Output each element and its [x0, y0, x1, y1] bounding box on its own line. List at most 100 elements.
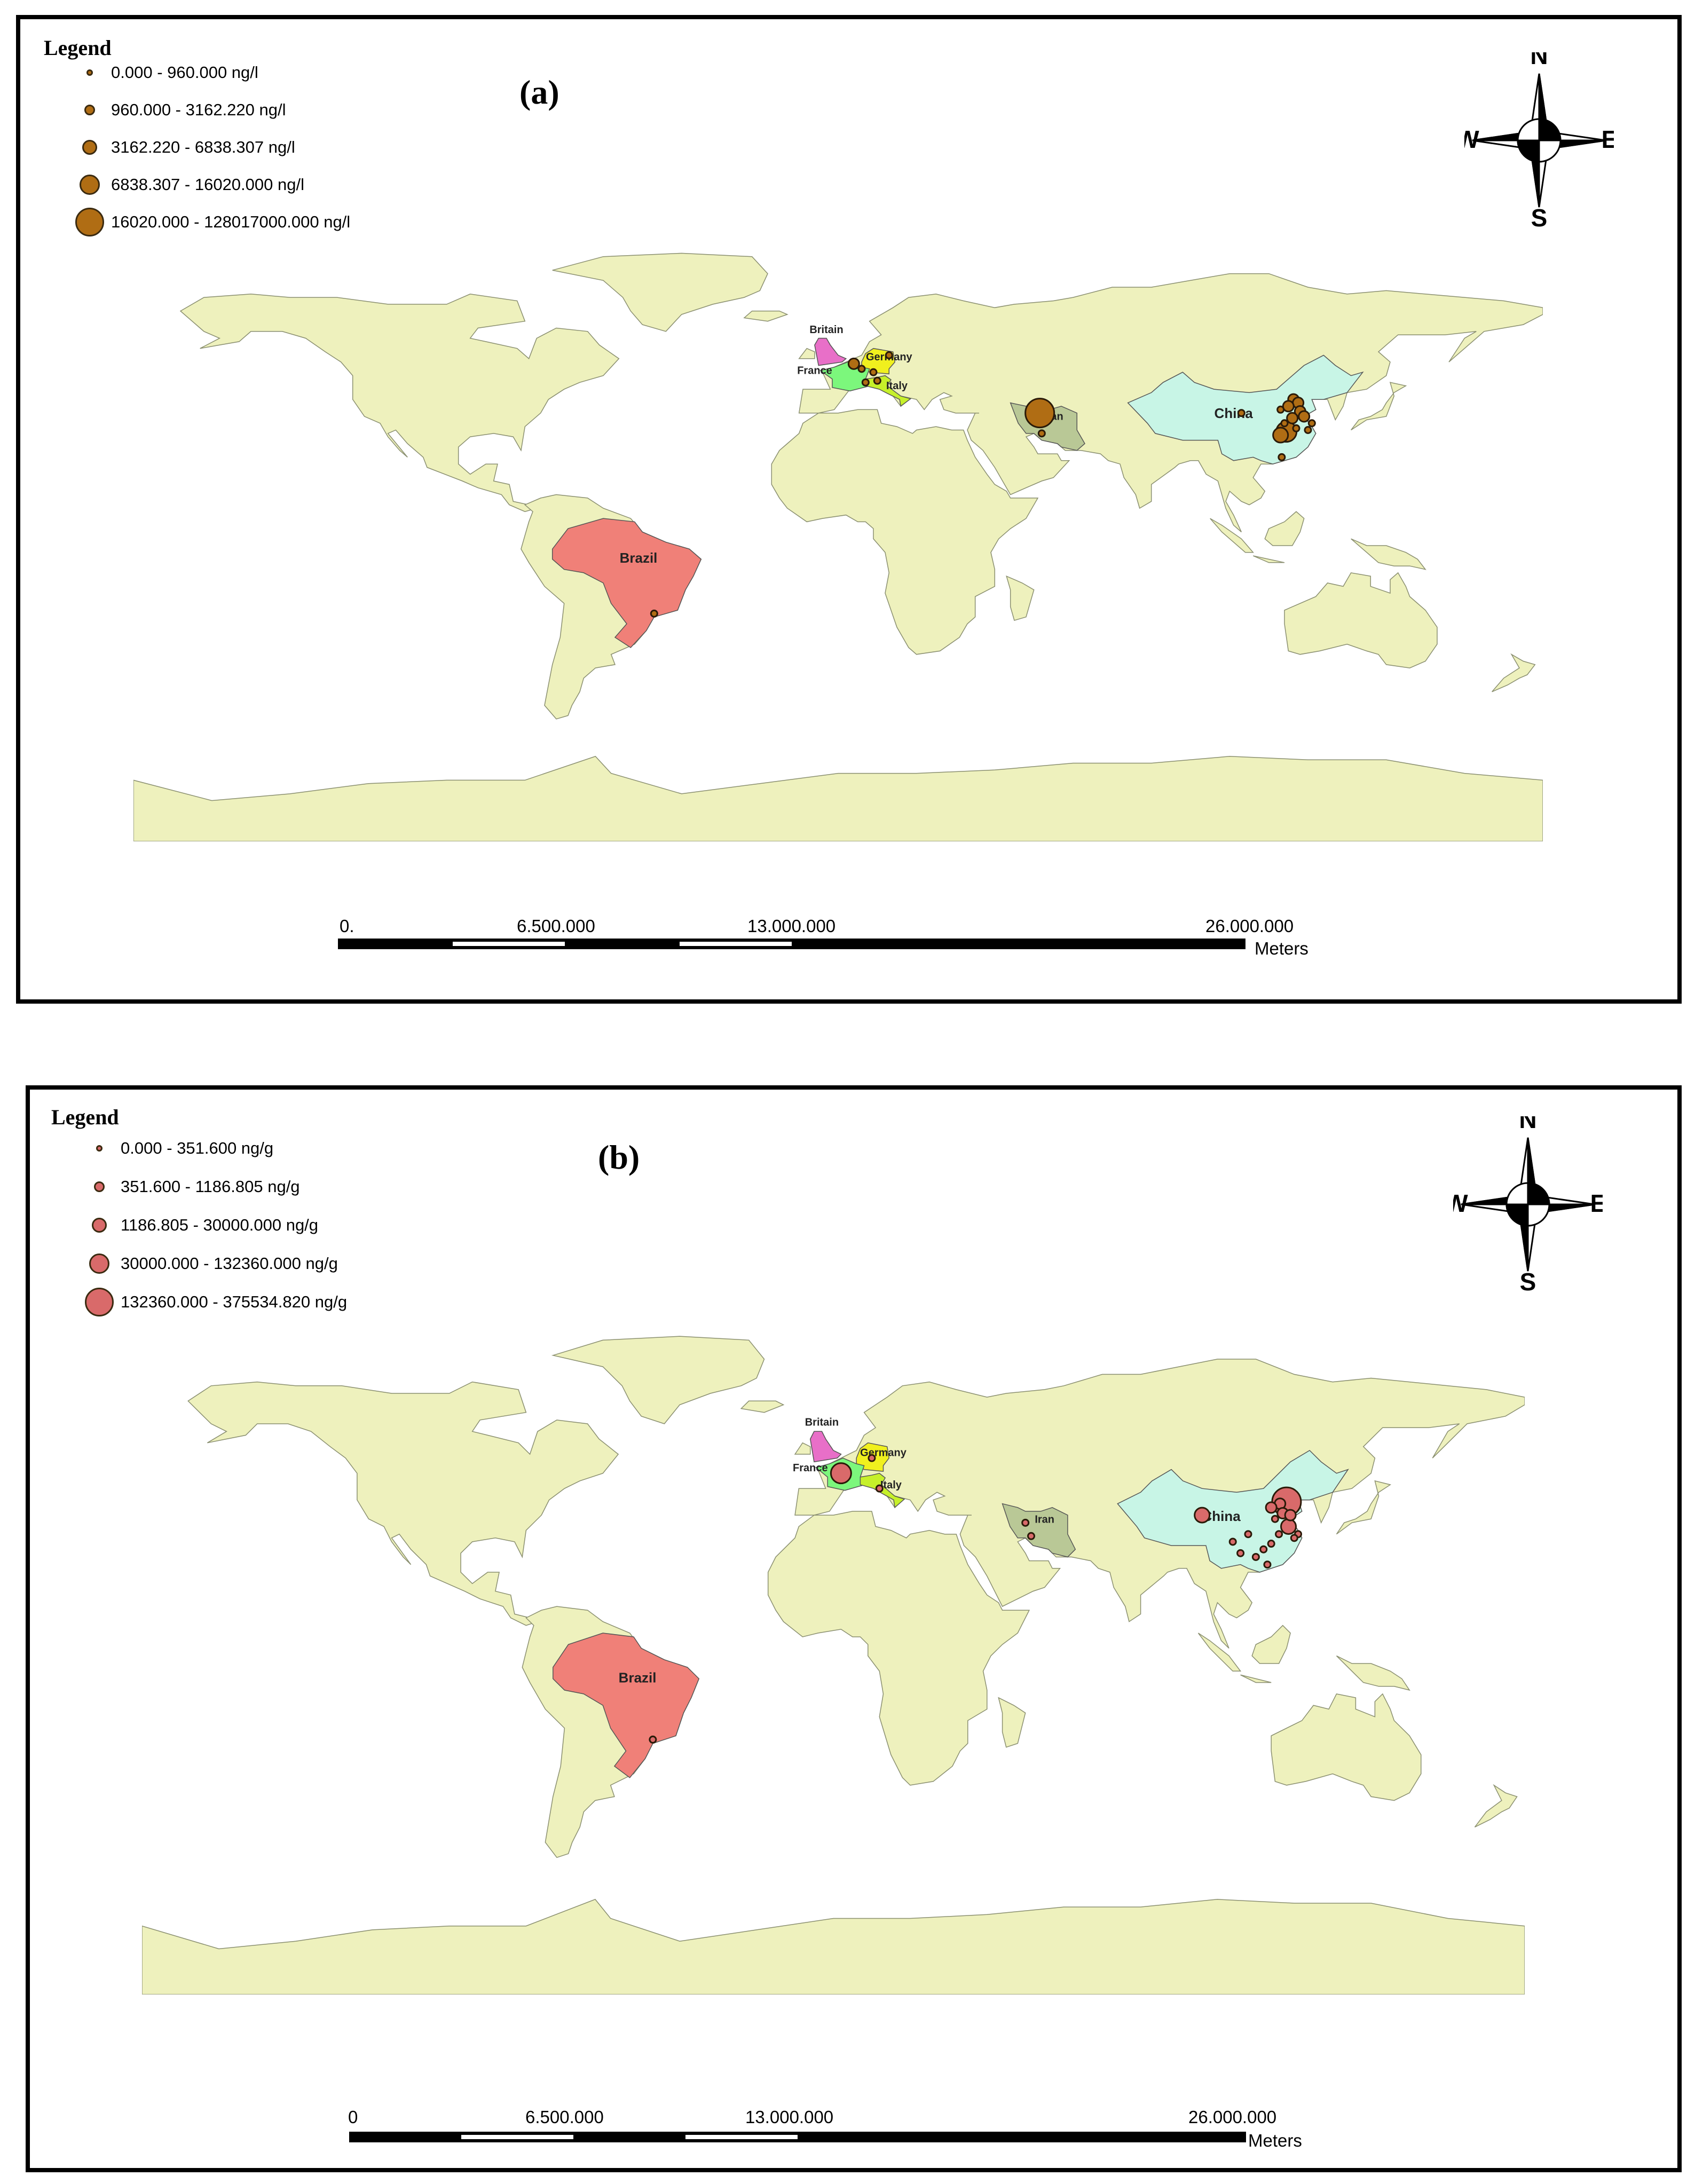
- scale-unit-label: Meters: [1255, 939, 1308, 958]
- scale-tick-label: 26.000.000: [1188, 2107, 1277, 2127]
- sample-site-marker: [1027, 1532, 1036, 1540]
- country-label: Brazil: [620, 550, 658, 566]
- country-label: Germany: [860, 1447, 907, 1459]
- country-label: China: [1215, 405, 1253, 421]
- sample-site-marker: [1284, 1509, 1297, 1521]
- landmass: [1336, 1655, 1410, 1691]
- legend-item-label: 6838.307 - 16020.000 ng/l: [111, 175, 304, 194]
- sample-site-marker: [847, 357, 860, 370]
- country-label: Italy: [886, 380, 908, 392]
- legend-symbol-icon: [75, 208, 104, 236]
- country-label: Britain: [805, 1417, 839, 1429]
- landmass: [1271, 1693, 1422, 1801]
- landmass: [1351, 382, 1407, 431]
- landmass: [740, 1400, 785, 1413]
- panel-label: (b): [598, 1138, 640, 1176]
- legend-symbol-icon: [84, 105, 95, 115]
- landmass: [1492, 653, 1536, 692]
- sample-site-marker: [869, 368, 878, 376]
- compass-letter: S: [1520, 1268, 1536, 1292]
- landmass: [187, 1381, 619, 1626]
- legend-symbol-icon: [80, 175, 100, 195]
- sample-site-marker: [1237, 409, 1245, 417]
- country-britain: [810, 1431, 842, 1463]
- country-britain: [814, 337, 847, 366]
- landmass: [1210, 518, 1254, 553]
- sample-site-marker: [830, 1462, 852, 1485]
- sample-site-marker: [1280, 419, 1289, 428]
- scale-tick-label: 0: [348, 2107, 358, 2127]
- sample-site-marker: [1278, 453, 1286, 461]
- landmass: [767, 1511, 1030, 1786]
- country-label: Italy: [880, 1479, 902, 1491]
- sample-site-marker: [1267, 1540, 1275, 1548]
- legend-item-label: 0.000 - 960.000 ng/l: [111, 63, 258, 82]
- landmass: [998, 1697, 1026, 1748]
- legend-item-label: 1186.805 - 30000.000 ng/g: [121, 1216, 319, 1234]
- scale-tick-label: 6.500.000: [525, 2107, 604, 2127]
- landmass: [552, 253, 768, 332]
- sample-site-marker: [1021, 1518, 1030, 1527]
- compass-letter: W: [1464, 125, 1479, 153]
- scale-tick-label: 26.000.000: [1205, 916, 1294, 936]
- landmass: [1251, 1625, 1291, 1664]
- sample-site-marker: [868, 1454, 876, 1462]
- sample-site-marker: [1251, 1552, 1260, 1561]
- compass-letter: W: [1453, 1189, 1468, 1217]
- sample-site-marker: [885, 351, 893, 359]
- legend-item-label: 0.000 - 351.600 ng/g: [121, 1139, 274, 1157]
- sample-site-marker: [1194, 1507, 1211, 1524]
- legend-title: Legend: [44, 36, 112, 60]
- landmass: [1284, 572, 1438, 668]
- legend-symbol-icon: [82, 140, 97, 155]
- sample-site-marker: [1304, 425, 1312, 434]
- sample-site-marker: [873, 376, 881, 385]
- landmass: [1197, 1633, 1242, 1672]
- scale-bar: [349, 2132, 1246, 2142]
- compass-letter: S: [1531, 204, 1548, 228]
- legend-symbol-icon: [86, 69, 93, 76]
- compass-rose-icon: N S E W: [1464, 52, 1614, 228]
- scale-tick-label: 13.000.000: [747, 916, 836, 936]
- sample-site-marker: [1282, 400, 1295, 413]
- sample-site-marker: [649, 1736, 657, 1744]
- legend-item-label: 30000.000 - 132360.000 ng/g: [121, 1254, 338, 1273]
- country-iran: [1002, 1503, 1076, 1558]
- sample-site-marker: [1271, 1515, 1279, 1523]
- sample-site-marker: [1275, 1530, 1283, 1539]
- landmass: [133, 755, 1543, 841]
- sample-site-marker: [650, 609, 658, 618]
- landmass: [794, 1442, 811, 1455]
- sample-site-marker: [1244, 1530, 1252, 1539]
- sample-site-marker: [1024, 398, 1055, 429]
- panel-label: (a): [519, 73, 559, 111]
- map-panel-b: Legend (b) N S E W Britain Germany France Ital…: [26, 1085, 1682, 2172]
- legend-symbol-icon: [89, 1253, 109, 1274]
- scale-tick-label: 6.500.000: [517, 916, 595, 936]
- sample-site-marker: [1280, 1518, 1297, 1535]
- landmass: [179, 294, 620, 513]
- landmass: [798, 348, 815, 359]
- landmass: [142, 1898, 1525, 1994]
- sample-site-marker: [1228, 1538, 1237, 1546]
- scale-bar: [338, 939, 1245, 949]
- compass-letter: E: [1602, 125, 1614, 153]
- landmass: [1351, 538, 1426, 570]
- legend-item-label: 351.600 - 1186.805 ng/g: [121, 1177, 300, 1196]
- landmass: [1474, 1784, 1518, 1828]
- country-label: Brazil: [619, 1670, 657, 1686]
- sample-site-marker: [1037, 429, 1046, 438]
- scale-tick-label: 0.: [340, 916, 354, 936]
- scale-unit-label: Meters: [1248, 2131, 1302, 2150]
- sample-site-marker: [1265, 1501, 1278, 1514]
- legend-symbol-icon: [96, 1145, 103, 1152]
- legend-symbol-icon: [92, 1218, 107, 1233]
- scale-tick-label: 13.000.000: [745, 2107, 834, 2127]
- landmass: [1006, 575, 1035, 621]
- country-brazil: [551, 518, 702, 648]
- legend-item-label: 3162.220 - 6838.307 ng/l: [111, 138, 295, 156]
- sample-site-marker: [1236, 1549, 1245, 1557]
- country-label: France: [797, 365, 832, 376]
